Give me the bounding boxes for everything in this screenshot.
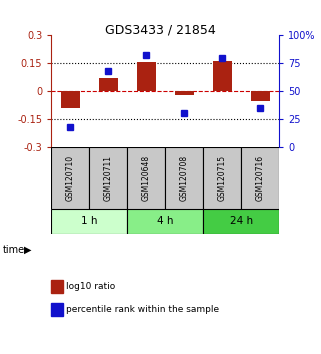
Text: GSM120708: GSM120708 — [180, 155, 189, 201]
Bar — [51, 147, 89, 209]
Text: 1 h: 1 h — [81, 216, 98, 226]
Bar — [137, 62, 156, 91]
Text: ▶: ▶ — [24, 245, 31, 255]
Text: GSM120711: GSM120711 — [104, 155, 113, 201]
Bar — [89, 147, 127, 209]
Text: GDS3433 / 21854: GDS3433 / 21854 — [105, 23, 216, 36]
Bar — [203, 147, 241, 209]
Bar — [203, 209, 279, 234]
Text: 24 h: 24 h — [230, 216, 253, 226]
Text: GSM120715: GSM120715 — [218, 155, 227, 201]
Bar — [127, 147, 165, 209]
Bar — [127, 209, 203, 234]
Text: GSM120716: GSM120716 — [256, 155, 265, 201]
Text: time: time — [3, 245, 25, 255]
Bar — [251, 91, 270, 101]
Bar — [165, 147, 203, 209]
Text: GSM120648: GSM120648 — [142, 155, 151, 201]
Bar — [241, 147, 279, 209]
Bar — [175, 91, 194, 95]
Text: log10 ratio: log10 ratio — [66, 282, 115, 291]
Bar — [213, 62, 232, 91]
Bar — [51, 209, 127, 234]
Text: percentile rank within the sample: percentile rank within the sample — [66, 305, 219, 314]
Bar — [99, 78, 118, 91]
Text: 4 h: 4 h — [157, 216, 174, 226]
Bar — [61, 91, 80, 108]
Text: GSM120710: GSM120710 — [66, 155, 75, 201]
